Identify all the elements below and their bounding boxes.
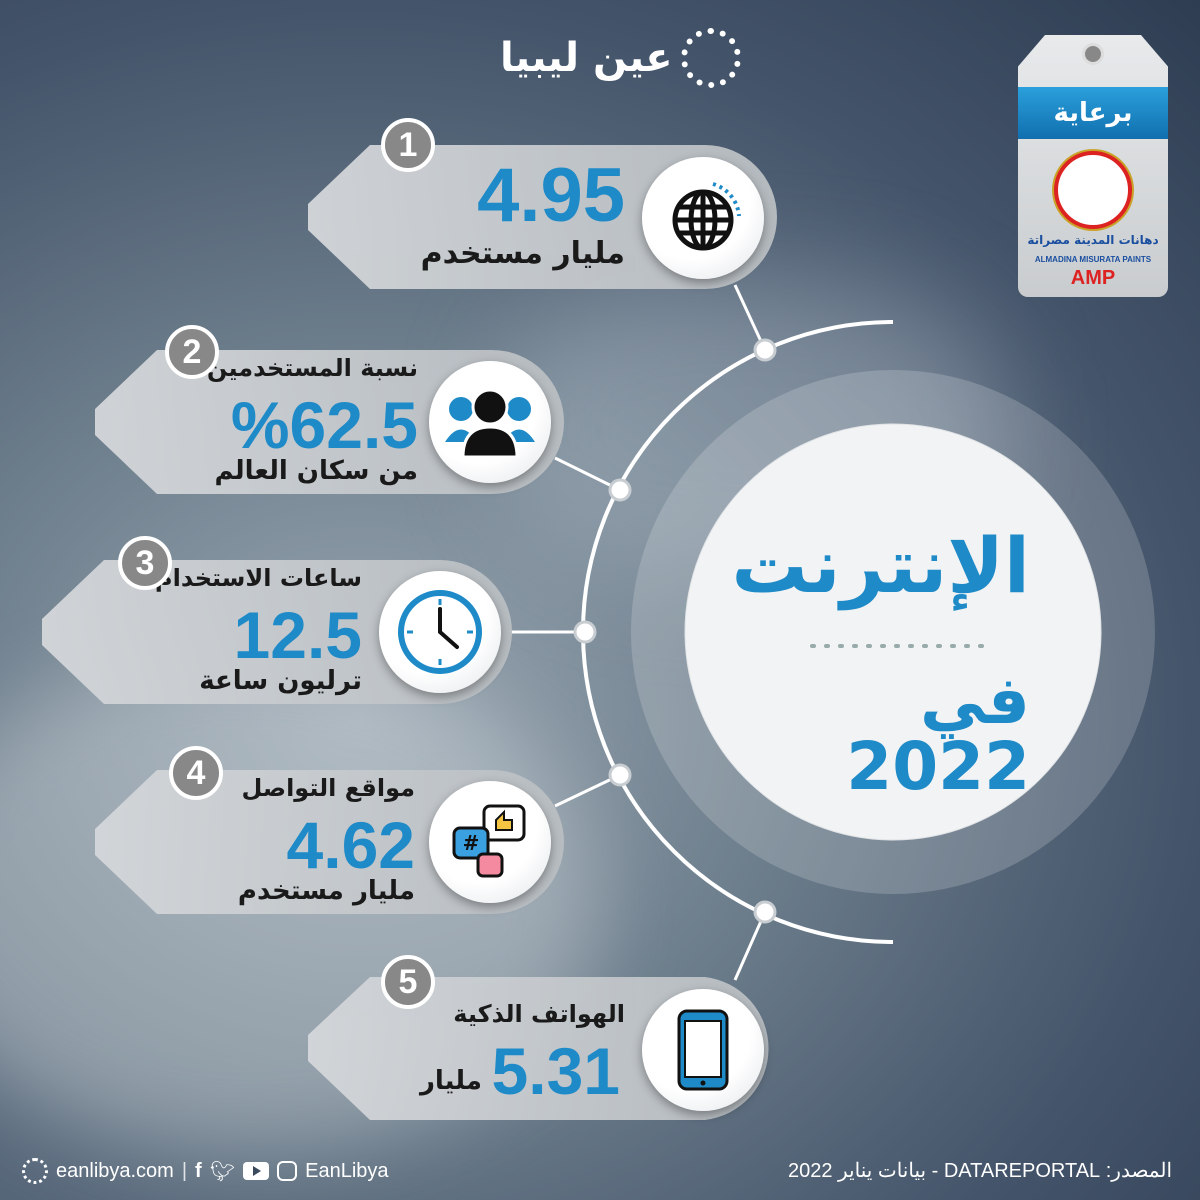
item-5-badge: 5: [381, 955, 435, 1009]
youtube-icon[interactable]: [243, 1162, 270, 1180]
timeline-dot: [573, 620, 597, 644]
users-icon: [429, 361, 551, 483]
connector-1: [733, 284, 767, 351]
center-title: الإنترنت: [731, 521, 1030, 610]
svg-text:#: #: [463, 831, 480, 855]
smartphone-icon: [642, 989, 764, 1111]
timeline-dot: [608, 763, 632, 787]
item-4-caption: مليار مستخدم: [237, 876, 415, 906]
sponsor-brand-ar: دهانات المدينة مصراتة: [1027, 233, 1159, 247]
instagram-icon[interactable]: [277, 1161, 298, 1181]
social-media-icon: #: [429, 781, 551, 903]
item-5-heading: الهواتف الذكية: [453, 1000, 625, 1028]
source-note: المصدر: DATAREPORTAL - بيانات يناير 2022: [787, 1160, 1172, 1182]
sponsor-tag: برعاية دهانات المدينة مصراتة ALMADINA MI…: [1018, 35, 1168, 297]
center-year: في 2022: [846, 662, 1030, 805]
center-circle: [684, 423, 1102, 841]
twitter-icon[interactable]: 🐦︎: [209, 1160, 236, 1183]
timeline-dot: [608, 478, 632, 502]
sponsor-label: برعاية: [1018, 87, 1168, 139]
website-link[interactable]: eanlibya.com: [56, 1159, 174, 1182]
logo-text: عين ليبيا: [500, 35, 673, 81]
item-2-caption: من سكان العالم: [214, 456, 418, 486]
item-2-heading: نسبة المستخدمين: [206, 354, 418, 382]
item-3-value: 12.5: [233, 598, 362, 672]
item-2-value: %62.5: [230, 388, 418, 462]
globe-icon: [642, 157, 764, 279]
item-5-caption: مليار: [419, 1066, 482, 1096]
item-1-caption: مليار مستخدم: [420, 236, 625, 271]
site-logo: عين ليبيا: [500, 28, 741, 88]
footer-social: eanlibya.com | f 🐦︎ EanLibya: [22, 1158, 389, 1184]
almadina-logo-icon: [1054, 151, 1132, 229]
facebook-icon[interactable]: f: [195, 1159, 202, 1182]
timeline-dot: [753, 900, 777, 924]
item-3-heading: ساعات الاستخدام: [155, 564, 362, 592]
item-3-caption: ترليون ساعة: [199, 666, 362, 696]
timeline-dot: [753, 338, 777, 362]
divider: |: [181, 1159, 188, 1182]
connector-2: [554, 456, 621, 492]
item-1-badge: 1: [381, 118, 435, 172]
item-4-badge: 4: [169, 746, 223, 800]
sponsor-amp: AMP: [1070, 267, 1116, 289]
eye-logo-icon: [22, 1158, 48, 1184]
social-handle[interactable]: EanLibya: [305, 1159, 389, 1182]
item-4-value: 4.62: [286, 808, 415, 882]
item-4-heading: مواقع التواصل: [241, 774, 415, 802]
sponsor-brand-en: ALMADINA MISURATA PAINTS: [1034, 255, 1152, 264]
clock-icon: [379, 571, 501, 693]
item-5-value: 5.31: [491, 1034, 620, 1108]
connector-5: [733, 911, 767, 981]
connector-4: [554, 773, 621, 808]
tag-hole-icon: [1082, 43, 1104, 65]
eye-logo-icon: [680, 28, 741, 88]
item-3-badge: 3: [118, 536, 172, 590]
item-2-badge: 2: [165, 325, 219, 379]
item-1-value: 4.95: [477, 153, 625, 238]
